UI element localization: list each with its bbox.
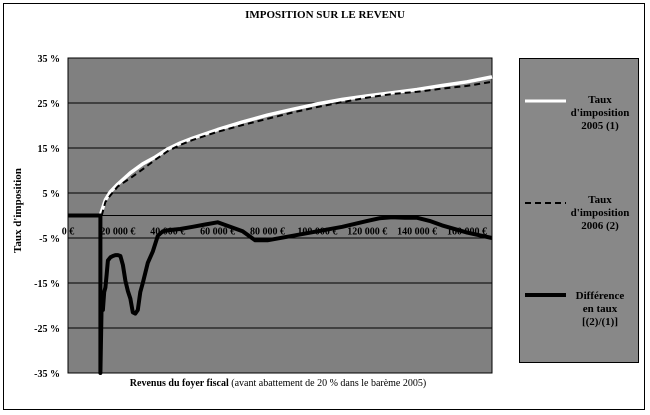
grid-lines: [68, 57, 492, 374]
x-tick-label: 100 000 €: [297, 227, 337, 238]
series-line-2006: [100, 80, 493, 216]
x-tick-label: 20 000 €: [100, 227, 135, 238]
y-tick-label: -25 %: [34, 324, 60, 335]
series-layer: [68, 75, 493, 375]
series-line-difference: [68, 213, 493, 375]
y-axis: 35 % 25 % 15 % 5 % -5 % -15 % -25 % -35 %: [34, 54, 60, 380]
y-tick-label: -35 %: [34, 369, 60, 380]
legend-label-2005: Taux d'imposition 2005 (1): [570, 94, 630, 132]
y-tick-label: 5 %: [43, 189, 61, 200]
legend-label-2006: Taux d'imposition 2006 (2): [570, 194, 630, 232]
y-tick-label: -5 %: [39, 234, 60, 245]
y-tick-label: 25 %: [38, 99, 61, 110]
x-tick-label: 140 000 €: [397, 227, 437, 238]
x-tick-label: 40 000 €: [150, 227, 185, 238]
y-tick-label: 35 %: [38, 54, 61, 65]
x-tick-label: 60 000 €: [200, 227, 235, 238]
x-axis: 0 € 20 000 € 40 000 € 60 000 € 80 000 € 100 0…: [62, 215, 492, 238]
y-tick-label: 15 %: [38, 144, 61, 155]
x-tick-label: 120 000 €: [347, 227, 387, 238]
x-tick-label: 80 000 €: [250, 227, 285, 238]
legend: [519, 58, 639, 363]
x-axis-label: Revenus du foyer fiscal (avant abattemen…: [68, 378, 488, 389]
x-tick-label: 0 €: [62, 227, 75, 238]
x-axis-label-note: (avant abattement de 20 % dans le barème…: [231, 378, 427, 389]
y-axis-label: Taux d'imposition: [12, 168, 24, 253]
x-tick-label: 160 000 €: [447, 227, 487, 238]
y-tick-label: -15 %: [34, 279, 60, 290]
x-axis-label-main: Revenus du foyer fiscal: [129, 378, 229, 389]
series-line-2005: [68, 75, 493, 218]
legend-label-difference: Différence en taux [(2)/(1)]: [575, 290, 625, 328]
chart-title: IMPOSITION SUR LE REVENU: [245, 9, 405, 21]
